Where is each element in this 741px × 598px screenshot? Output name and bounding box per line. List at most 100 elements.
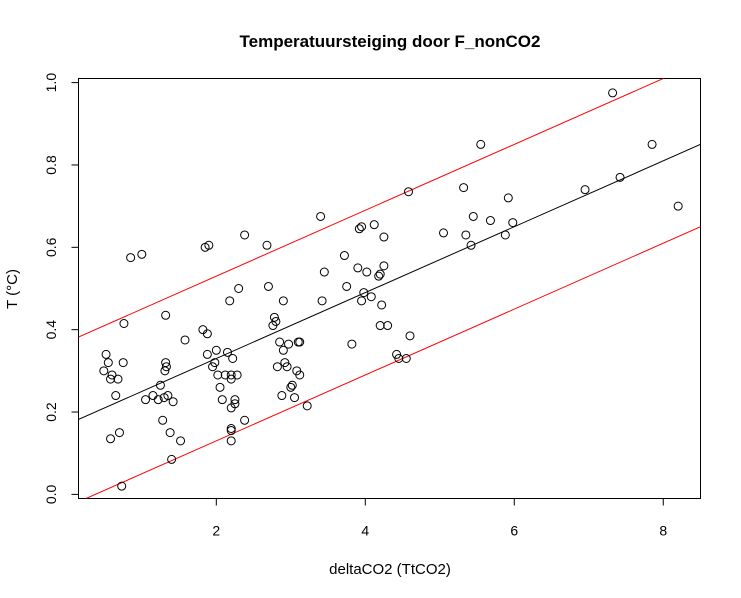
x-tick-label: 8 [659,523,667,539]
data-point [262,240,272,250]
data-point [354,224,364,234]
data-point [319,267,329,277]
data-point [379,232,389,242]
data-point [317,296,327,306]
data-point [234,284,244,293]
data-points [99,88,683,491]
data-point [215,382,225,392]
x-tick-label: 6 [510,523,518,539]
x-tick-label: 2 [212,523,220,539]
data-point [353,263,363,273]
data-point [176,436,186,446]
data-point [211,345,221,355]
data-point [275,337,285,347]
y-tick-label: 0.0 [43,484,59,504]
data-point [118,358,128,368]
data-point [217,395,227,405]
data-point [278,296,288,306]
data-point [226,426,236,436]
data-point [230,395,240,405]
data-point [357,222,367,232]
y-tick-label: 0.6 [43,237,59,257]
data-point [117,481,127,491]
data-point [466,240,476,250]
data-point [225,296,235,306]
data-point [148,391,158,401]
data-point [500,230,510,240]
data-point [272,362,282,372]
x-tick-label: 4 [361,523,369,539]
data-point [141,395,151,405]
y-tick-label: 0.2 [43,402,59,422]
data-point [580,185,590,195]
data-point [374,271,384,281]
data-point [290,393,300,403]
data-point [113,374,123,384]
data-point [287,380,297,390]
data-point [302,401,312,411]
data-point [476,139,486,149]
data-point [461,230,471,240]
data-point [403,187,413,197]
data-point [210,358,220,368]
data-point [394,354,404,363]
data-point [284,339,294,349]
data-point [375,321,385,331]
data-point [153,395,163,405]
upper-line [78,78,665,338]
data-point [339,251,349,261]
data-point [204,240,214,250]
data-point [401,354,411,363]
data-point [503,193,513,203]
data-point [362,267,372,277]
data-point [468,211,478,221]
data-point [228,354,238,363]
data-point [316,211,326,221]
y-tick-label: 0.8 [43,155,59,175]
data-point [230,399,240,409]
fit-line [78,143,701,420]
data-point [180,335,190,345]
data-point [439,228,449,238]
data-point [366,292,376,302]
data-point [226,374,236,384]
data-point [240,230,250,240]
data-point [168,397,178,407]
data-point [347,339,357,349]
data-point [106,434,116,444]
data-point [375,269,385,279]
data-point [286,382,296,392]
data-point [271,316,281,326]
data-point [226,436,236,446]
data-point [158,415,168,425]
data-point [615,172,625,182]
data-point [160,366,170,376]
data-point [608,88,618,98]
data-point [383,321,393,331]
x-axis-label: deltaCO2 (TtCO2) [329,561,451,578]
data-point [220,370,230,380]
data-point [647,139,657,149]
data-point [111,391,121,401]
data-point [226,370,236,380]
data-point [163,391,173,401]
data-point [167,454,177,464]
data-point [485,216,495,226]
chart-title: Temperatuursteiging door F_nonCO2 [240,32,541,51]
data-point [103,358,113,368]
data-point [114,428,124,438]
data-point [155,380,165,390]
data-point [119,319,129,328]
data-point [165,428,175,438]
plot-frame [78,78,701,499]
data-point [508,218,518,228]
data-point [161,310,171,320]
data-point [342,281,352,291]
data-point [240,415,250,425]
data-point [137,249,147,259]
y-tick-label: 1.0 [43,73,59,93]
data-point [232,370,242,380]
data-point [282,362,292,372]
regression-lines [78,78,701,499]
